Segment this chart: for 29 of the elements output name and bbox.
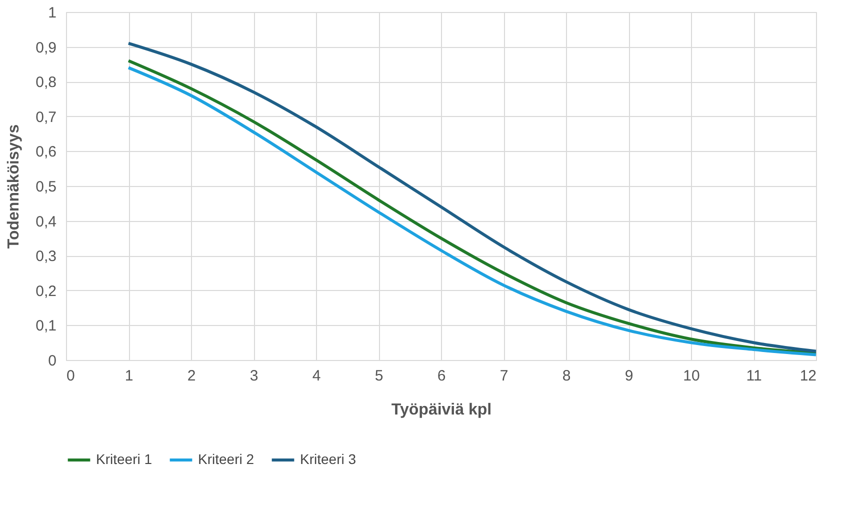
y-tick-label: 0 [48, 352, 56, 370]
y-tick-label: 1 [48, 4, 56, 22]
legend-label: Kriteeri 1 [96, 451, 152, 467]
x-tick-label: 1 [124, 368, 134, 384]
y-tick-label: 0,4 [36, 213, 56, 230]
x-tick-label: 10 [683, 368, 700, 384]
x-tick-label: 3 [250, 368, 258, 384]
y-axis-title: Todennäköisyys [6, 124, 23, 249]
x-axis-title: Työpäiviä kpl [391, 402, 492, 418]
x-tick-label: 12 [800, 368, 816, 384]
x-tick-label: 8 [562, 368, 571, 384]
x-tick-label: 0 [66, 368, 75, 384]
y-tick-label: 0,5 [36, 178, 56, 196]
legend-label: Kriteeri 3 [300, 451, 356, 467]
x-tick-label: 5 [374, 368, 384, 384]
x-tick-label: 2 [187, 368, 196, 384]
x-tick-label: 9 [624, 368, 634, 384]
x-tick-label: 4 [312, 368, 321, 384]
y-tick-label: 0,6 [36, 144, 56, 161]
y-tick-label: 0,9 [36, 39, 56, 56]
legend-label: Kriteeri 2 [198, 451, 254, 467]
x-tick-label: 7 [500, 368, 508, 384]
y-tick-label: 0,3 [36, 248, 56, 266]
y-tick-label: 0,8 [36, 74, 56, 92]
x-tick-label: 6 [437, 368, 446, 384]
y-tick-label: 0,7 [36, 108, 56, 126]
y-tick-label: 0,1 [36, 318, 56, 335]
y-tick-label: 0,2 [36, 282, 56, 300]
x-tick-label: 11 [746, 368, 762, 384]
